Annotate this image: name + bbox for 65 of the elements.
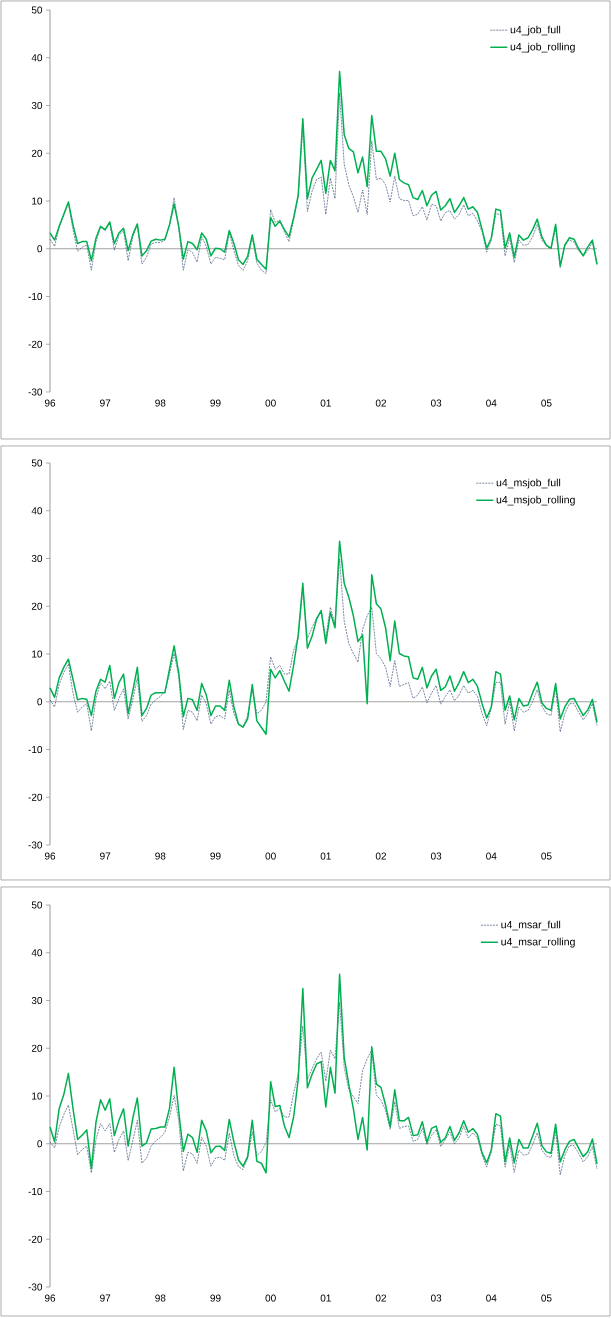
x-tick-label: 97 [100,399,111,407]
y-tick-label: 0 [37,1140,43,1148]
y-tick-label: -30 [28,388,43,396]
x-tick-label: 00 [265,852,276,860]
x-tick-label: 05 [541,1294,552,1302]
y-tick-label: 20 [31,1044,43,1052]
y-tick-label: 50 [31,6,43,14]
x-tick-label: 96 [44,399,56,407]
line-series [49,973,598,1174]
y-tick-label: 40 [31,54,43,62]
y-tick-label: -20 [28,793,43,801]
x-tick-label: 04 [486,399,497,407]
x-tick-label: 04 [486,1294,497,1302]
y-tick-label: 10 [32,1092,43,1100]
legend-label: u4_msar_full [501,920,561,931]
y-tick-label: -30 [28,841,43,849]
y-tick-label: -30 [28,1283,43,1291]
x-tick-label: 96 [44,1294,56,1302]
x-tick-label: 97 [100,852,111,860]
x-tick-label: 04 [486,852,497,860]
y-tick-label: 30 [31,996,43,1005]
y-tick-label: 30 [31,554,43,563]
x-tick-label: 02 [375,1294,387,1302]
legend-label: u4_msjob_full [496,478,561,489]
y-tick-label: 40 [31,949,43,957]
y-tick-label: -10 [28,1187,43,1196]
x-tick-label: 00 [265,399,276,407]
y-tick-label: 10 [32,197,43,205]
y-tick-label: 20 [31,602,43,610]
y-tick-label: 50 [31,901,43,909]
y-tick-label: 30 [31,101,43,110]
legend-label: u4_msar_rolling [501,937,575,948]
x-tick-label: 98 [155,1294,166,1302]
line-series [49,1002,598,1176]
x-tick-label: 99 [210,1294,221,1302]
y-tick-label: -10 [28,292,43,301]
x-tick-label: 01 [320,399,331,407]
x-tick-label: 98 [155,399,166,407]
x-tick-label: 02 [375,852,387,860]
x-tick-label: 00 [265,1294,276,1302]
legend-label: u4_msjob_rolling [496,495,575,506]
legend-label: u4_job_rolling [510,42,575,53]
x-tick-label: 97 [100,1294,111,1302]
y-tick-label: 50 [31,459,43,467]
y-tick-label: -10 [28,745,43,754]
y-tick-label: 20 [31,149,43,157]
x-tick-label: 99 [210,852,221,860]
x-tick-label: 01 [320,1294,331,1302]
x-tick-label: 98 [155,852,166,860]
y-tick-label: -20 [28,1235,43,1243]
x-tick-label: 02 [375,399,387,407]
x-tick-label: 03 [430,399,442,407]
x-tick-label: 05 [541,852,552,860]
x-tick-label: 03 [430,1294,442,1302]
y-tick-label: 10 [32,650,43,658]
y-tick-label: 0 [37,698,43,706]
x-tick-label: 96 [44,852,56,860]
y-tick-label: 40 [31,507,43,515]
x-tick-label: 99 [210,399,221,407]
y-tick-label: 0 [37,245,43,253]
x-tick-label: 03 [430,852,442,860]
x-tick-label: 01 [320,852,331,860]
legend-label: u4_job_full [510,25,561,36]
y-tick-label: -20 [28,340,43,348]
x-tick-label: 05 [541,399,552,407]
